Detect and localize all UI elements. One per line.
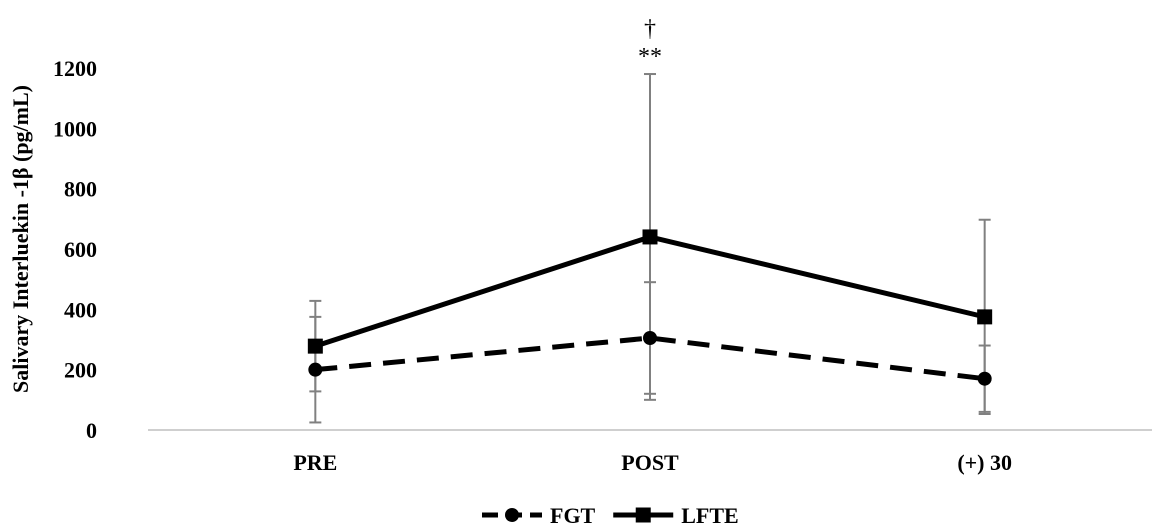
y-axis-label: Salivary Interluekin -1β (pg/mL) [8,85,33,393]
y-tick-label: 200 [64,358,97,383]
data-point-lfte [977,309,993,325]
y-tick-labels: 0 200 400 600 800 1000 1200 [53,56,97,443]
data-point-lfte [307,338,323,354]
significance-marker: † [644,16,656,42]
x-tick-label: POST [621,450,679,475]
y-axis-label-group: Salivary Interluekin -1β (pg/mL) [8,85,33,393]
y-tick-label: 800 [64,177,97,202]
legend-item-fgt: FGT [482,503,596,525]
x-tick-label: PRE [293,450,337,475]
series-line-fgt [315,335,985,382]
error-bars [309,73,991,424]
legend-marker [635,507,651,523]
y-tick-label: 600 [64,237,97,262]
legend-item-lfte: LFTE [613,503,739,525]
significance-marker: ** [638,44,662,70]
significance-annotations: **† [638,16,662,70]
x-tick-label: (+) 30 [957,450,1012,475]
data-point-fgt [308,362,323,377]
data-point-fgt [977,371,992,386]
legend-marker [505,508,519,522]
y-tick-label: 400 [64,297,97,322]
legend-label: LFTE [681,503,738,525]
legend: FGT LFTE [482,503,739,525]
y-tick-label: 0 [86,418,97,443]
legend-label: FGT [550,503,596,525]
data-point-fgt [643,330,657,345]
y-tick-label: 1000 [53,116,97,141]
series-markers [307,229,993,386]
data-point-lfte [642,229,658,245]
y-tick-label: 1200 [53,56,97,81]
x-tick-labels: PRE POST (+) 30 [293,450,1012,475]
